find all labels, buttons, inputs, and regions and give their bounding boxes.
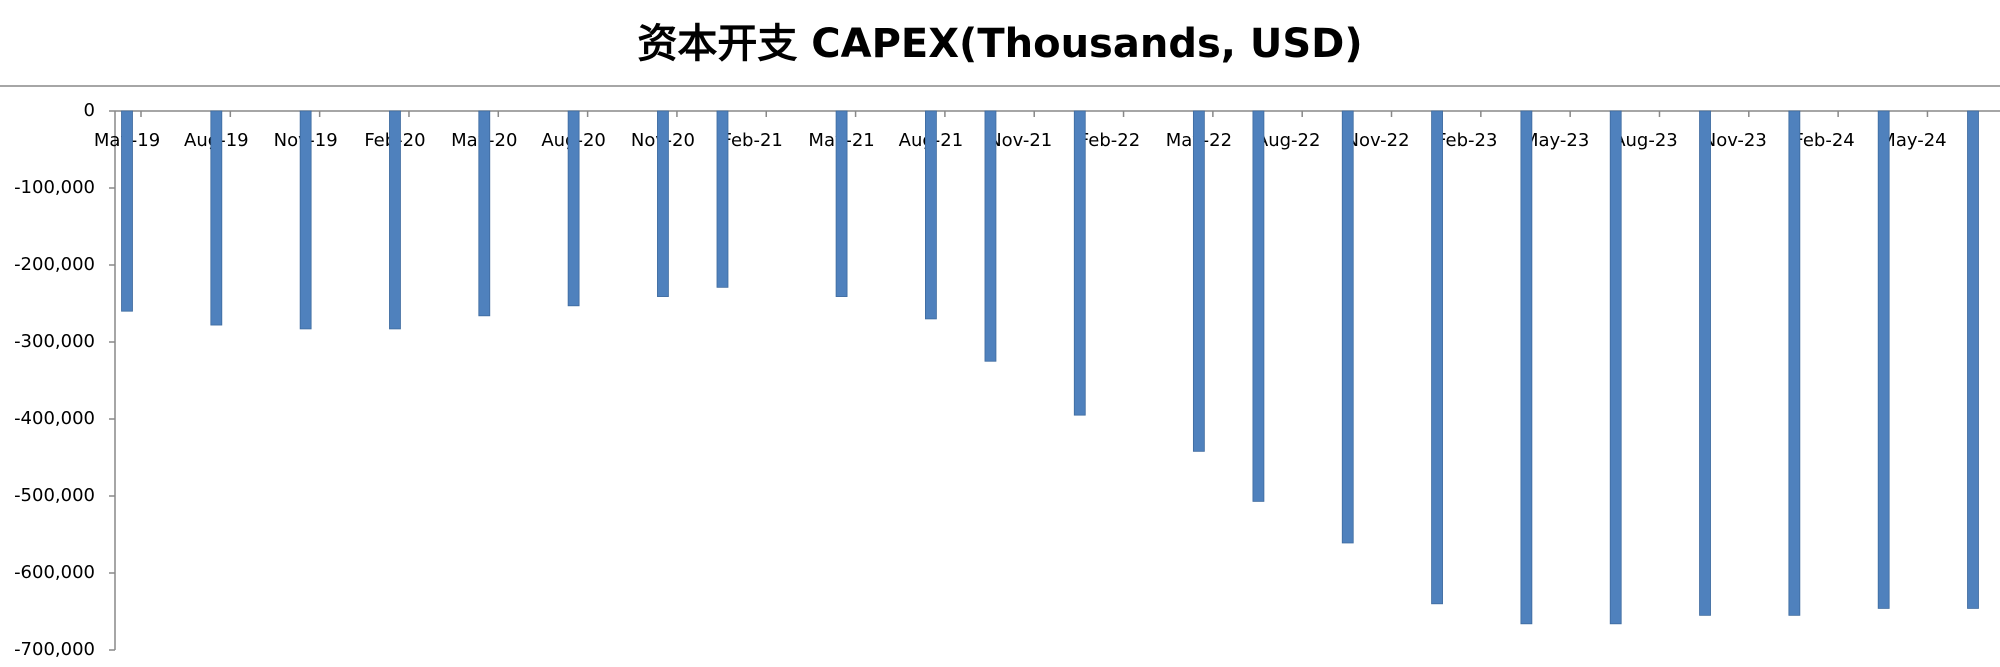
bar: [716, 110, 729, 288]
x-tick-label: Aug-22: [1256, 130, 1321, 151]
y-tick-label: 0: [84, 100, 95, 121]
x-tick-label: May-23: [1523, 130, 1589, 151]
bar: [1431, 110, 1443, 605]
bar: [567, 110, 580, 307]
x-tick-label: Feb-23: [1436, 130, 1497, 151]
x-tick-label: Feb-22: [1079, 130, 1140, 151]
bar: [1341, 110, 1354, 544]
bar: [1520, 110, 1533, 625]
bar: [1788, 110, 1801, 616]
bar: [1877, 110, 1890, 609]
bar: [121, 110, 133, 312]
bar: [1967, 110, 1979, 609]
y-tick-label: -300,000: [14, 331, 95, 352]
x-tick-label: Feb-21: [722, 130, 783, 151]
y-tick-label: -500,000: [14, 485, 95, 506]
x-tick-label: Nov-21: [988, 130, 1052, 151]
x-tick-label: Aug-23: [1613, 130, 1678, 151]
x-tick-label: May-24: [1880, 130, 1946, 151]
bar: [389, 110, 401, 330]
y-tick-label: -600,000: [14, 562, 95, 583]
bar: [1699, 110, 1711, 616]
bar: [1252, 110, 1265, 502]
y-tick-label: -200,000: [14, 254, 95, 275]
bar: [984, 110, 997, 362]
y-tick-label: -100,000: [14, 177, 95, 198]
bar: [925, 110, 937, 320]
y-tick-label: -400,000: [14, 408, 95, 429]
bar: [299, 110, 312, 330]
bar: [835, 110, 848, 297]
bar: [1073, 110, 1086, 416]
x-tick-label: Nov-23: [1703, 130, 1767, 151]
x-tick-label: Nov-22: [1345, 130, 1409, 151]
bar: [1192, 110, 1205, 452]
bar: [657, 110, 669, 297]
bar: [1609, 110, 1622, 625]
bar: [210, 110, 223, 326]
chart-title: 资本开支 CAPEX(Thousands, USD): [637, 21, 1362, 67]
x-tick-label: Feb-24: [1793, 130, 1854, 151]
y-tick-label: -700,000: [14, 639, 95, 660]
bar: [478, 110, 491, 317]
